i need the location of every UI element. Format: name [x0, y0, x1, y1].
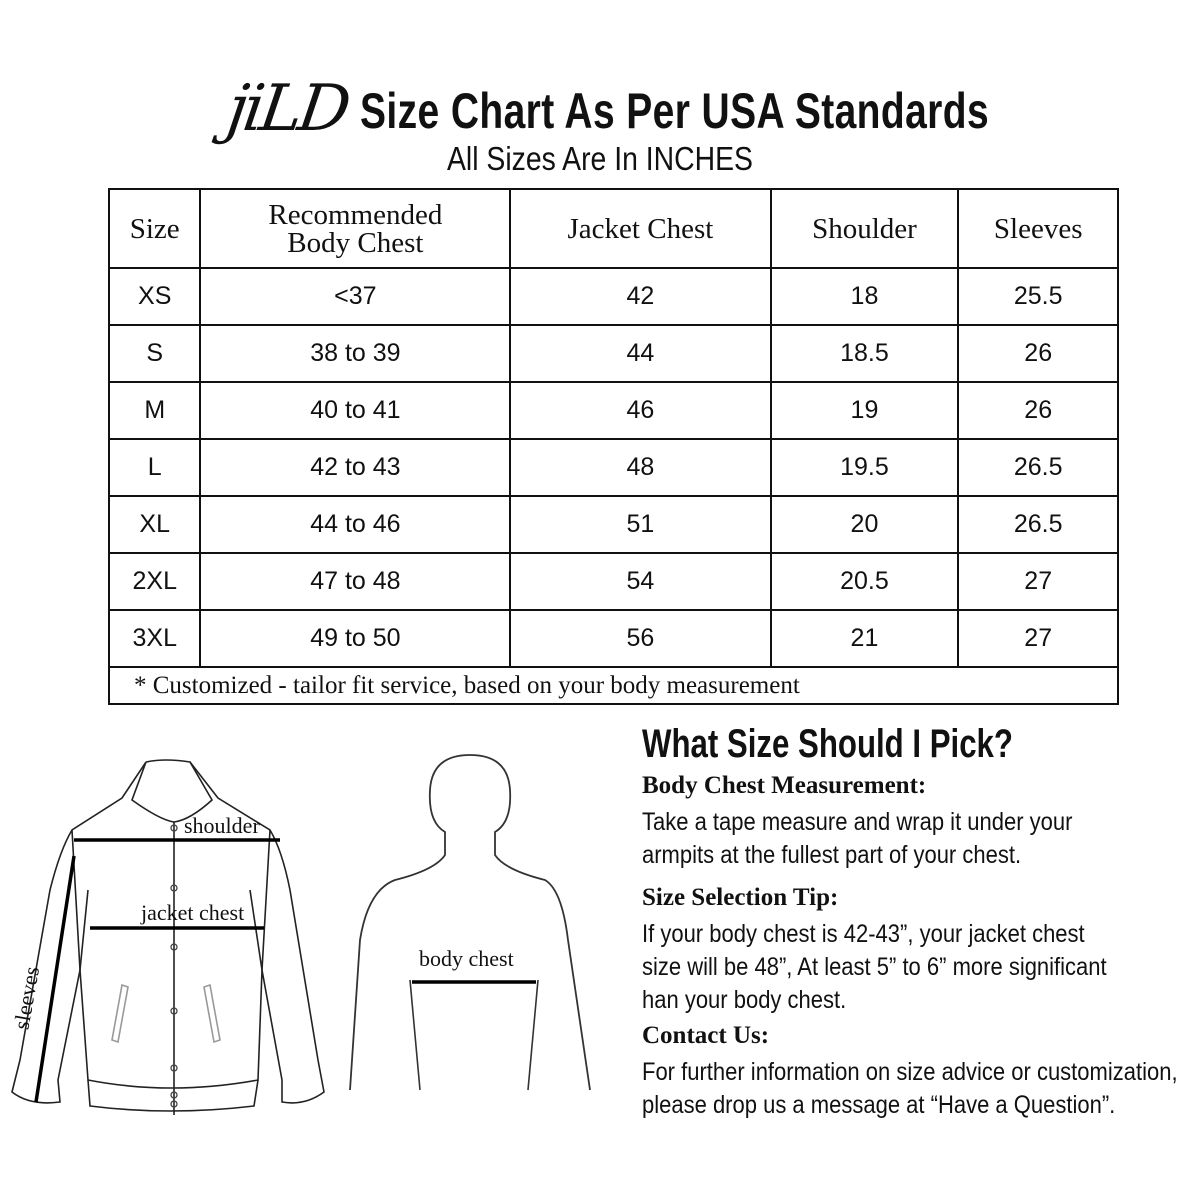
table-cell: 20: [769, 495, 960, 554]
table-cell: 51: [509, 495, 772, 554]
table-cell: 47 to 48: [199, 552, 512, 611]
header-size: Size: [107, 188, 202, 269]
table-cell: 25.5: [957, 267, 1119, 326]
brand-logo: jiLD: [222, 72, 352, 146]
header-body-chest-line2: Body Chest: [287, 226, 424, 259]
shoulder-label: shoulder: [184, 813, 260, 838]
table-cell: 26: [957, 381, 1119, 440]
table-cell: 27: [957, 609, 1119, 668]
table-cell: 19: [769, 381, 960, 440]
guide-text-line: Take a tape measure and wrap it under yo…: [642, 808, 1073, 836]
table-cell: 46: [509, 381, 772, 440]
table-cell: 42 to 43: [199, 438, 512, 497]
guide-heading: What Size Should I Pick?: [642, 722, 1013, 766]
table-cell: 21: [769, 609, 960, 668]
table-header-row: Size Recommended Body Chest Jacket Chest …: [107, 188, 1119, 269]
table-row: XS <37 42 18 25.5: [107, 267, 1119, 326]
header-jacket-chest: Jacket Chest: [509, 188, 772, 269]
body-silhouette: [349, 754, 591, 1091]
table-cell: 26: [957, 324, 1119, 383]
table-cell: 3XL: [107, 609, 202, 668]
table-cell: S: [107, 324, 202, 383]
sleeves-measure-line: [34, 855, 76, 1103]
table-cell: 26.5: [957, 438, 1119, 497]
table-cell: 20.5: [769, 552, 960, 611]
table-cell: 18: [769, 267, 960, 326]
header-shoulder: Shoulder: [769, 188, 960, 269]
table-cell: 27: [957, 552, 1119, 611]
arm-outline: [409, 979, 539, 1091]
table-row: 2XL 47 to 48 54 20.5 27: [107, 552, 1119, 611]
table-cell: 2XL: [107, 552, 202, 611]
table-cell: M: [107, 381, 202, 440]
jacket-chest-label: jacket chest: [141, 900, 245, 925]
table-cell: 44: [509, 324, 772, 383]
table-cell: XS: [107, 267, 202, 326]
page-subtitle: All Sizes Are In INCHES: [447, 140, 753, 177]
table-cell: 56: [509, 609, 772, 668]
jacket-outline: [11, 759, 325, 1115]
guide-text-line: size will be 48”, At least 5” to 6” more…: [642, 953, 1107, 981]
table-cell: <37: [199, 267, 512, 326]
table-cell: 42: [509, 267, 772, 326]
table-row: M 40 to 41 46 19 26: [107, 381, 1119, 440]
guide-text-line: If your body chest is 42-43”, your jacke…: [642, 920, 1085, 948]
measurement-diagram: [11, 754, 591, 1115]
table-row: 3XL 49 to 50 56 21 27: [107, 609, 1119, 668]
page-title: Size Chart As Per USA Standards: [360, 83, 990, 139]
table-cell: 49 to 50: [199, 609, 512, 668]
table-cell: 54: [509, 552, 772, 611]
table-cell: 26.5: [957, 495, 1119, 554]
guide-text-line: han your body chest.: [642, 986, 847, 1014]
guide-section-title: Contact Us:: [642, 1022, 770, 1049]
body-chest-label: body chest: [419, 946, 514, 971]
table-cell: XL: [107, 495, 202, 554]
table-cell: 38 to 39: [199, 324, 512, 383]
table-cell: 18.5: [769, 324, 960, 383]
table-cell: 48: [509, 438, 772, 497]
guide-section-title: Size Selection Tip:: [642, 884, 839, 911]
guide-text-line: armpits at the fullest part of your ches…: [642, 841, 1022, 869]
table-row: XL 44 to 46 51 20 26.5: [107, 495, 1119, 554]
table-cell: 44 to 46: [199, 495, 512, 554]
guide-text-line: For further information on size advice o…: [642, 1058, 1178, 1086]
button-icons: [170, 824, 178, 1108]
table-footnote: * Customized - tailor fit service, based…: [108, 666, 1119, 705]
header-sleeves: Sleeves: [957, 188, 1119, 269]
header-body-chest-line1: Recommended: [268, 198, 443, 231]
guide-text-line: please drop us a message at “Have a Ques…: [642, 1091, 1116, 1119]
table-cell: 19.5: [769, 438, 960, 497]
header-body-chest: Recommended Body Chest: [199, 188, 512, 269]
table-cell: L: [107, 438, 202, 497]
table-row: L 42 to 43 48 19.5 26.5: [107, 438, 1119, 497]
table-row: S 38 to 39 44 18.5 26: [107, 324, 1119, 383]
size-chart-table: Size Recommended Body Chest Jacket Chest …: [107, 188, 1119, 705]
guide-section-title: Body Chest Measurement:: [642, 772, 927, 799]
table-cell: 40 to 41: [199, 381, 512, 440]
